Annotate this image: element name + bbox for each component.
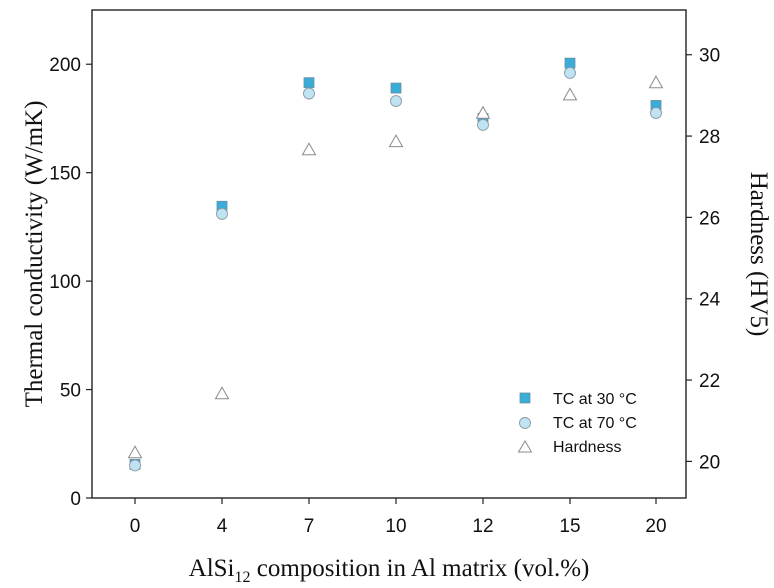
y-right-axis-title: Hardness (HV5) (745, 172, 772, 337)
y-right-tick-label: 30 (699, 46, 720, 67)
y-left-tick-label: 50 (60, 381, 81, 402)
x-tick-label: 7 (304, 516, 315, 537)
y-right-tick-label: 22 (699, 371, 720, 392)
hardness-point (214, 386, 230, 400)
x-axis-title-subscript: 12 (235, 569, 251, 586)
y-right-tick-label: 26 (699, 208, 720, 229)
x-tick-label: 15 (559, 516, 580, 537)
tc70-point (564, 66, 576, 79)
tc70-point (303, 87, 315, 100)
tc70-point (477, 119, 489, 131)
legend-label-tc70: TC at 70 °C (553, 415, 637, 432)
y-right-tick-label: 28 (699, 127, 720, 148)
hardness-point (388, 134, 404, 148)
x-tick-label: 4 (217, 516, 228, 537)
legend-marker-hardness (517, 440, 533, 453)
y-left-axis-title: Thermal conductivity (W/mK) (21, 101, 48, 408)
x-tick-label: 20 (645, 516, 666, 537)
y-left-tick-label: 200 (49, 55, 81, 76)
tc30-point (303, 77, 315, 89)
plot-frame (91, 9, 687, 499)
y-left-tick-label: 150 (49, 164, 81, 185)
tc70-point (129, 459, 141, 472)
legend-label-hardness: Hardness (553, 439, 621, 456)
hardness-point (562, 87, 578, 101)
series-1 (129, 66, 662, 472)
hardness-point (301, 142, 317, 156)
x-tick-label: 10 (385, 516, 406, 537)
x-axis-title-main: AlSi (189, 555, 235, 582)
hardness-point (648, 75, 664, 89)
marks-layer (127, 57, 664, 472)
tc30-point (564, 57, 576, 69)
y-right-tick-label: 20 (699, 452, 720, 473)
tc70-point (650, 107, 662, 119)
hardness-point (127, 445, 143, 459)
legend-label-tc30: TC at 30 °C (553, 391, 637, 408)
legend: TC at 30 °C TC at 70 °C Hardness (517, 391, 637, 456)
x-tick-label: 12 (472, 516, 493, 537)
tc30-point (390, 82, 402, 94)
x-axis-title: AlSi12 composition in Al matrix (vol.%) (189, 555, 590, 586)
legend-marker-tc30 (519, 392, 531, 404)
tc70-point (216, 207, 228, 220)
y-right-tick-label: 24 (699, 290, 721, 311)
x-axis-title-rest: composition in Al matrix (vol.%) (251, 555, 590, 582)
legend-marker-tc70 (519, 417, 531, 429)
series-2 (127, 75, 664, 459)
x-tick-label: 0 (130, 516, 141, 537)
hardness-point (475, 105, 491, 119)
tc70-point (390, 95, 402, 108)
y-left-tick-label: 0 (70, 489, 81, 510)
y-left-tick-label: 100 (49, 272, 81, 293)
